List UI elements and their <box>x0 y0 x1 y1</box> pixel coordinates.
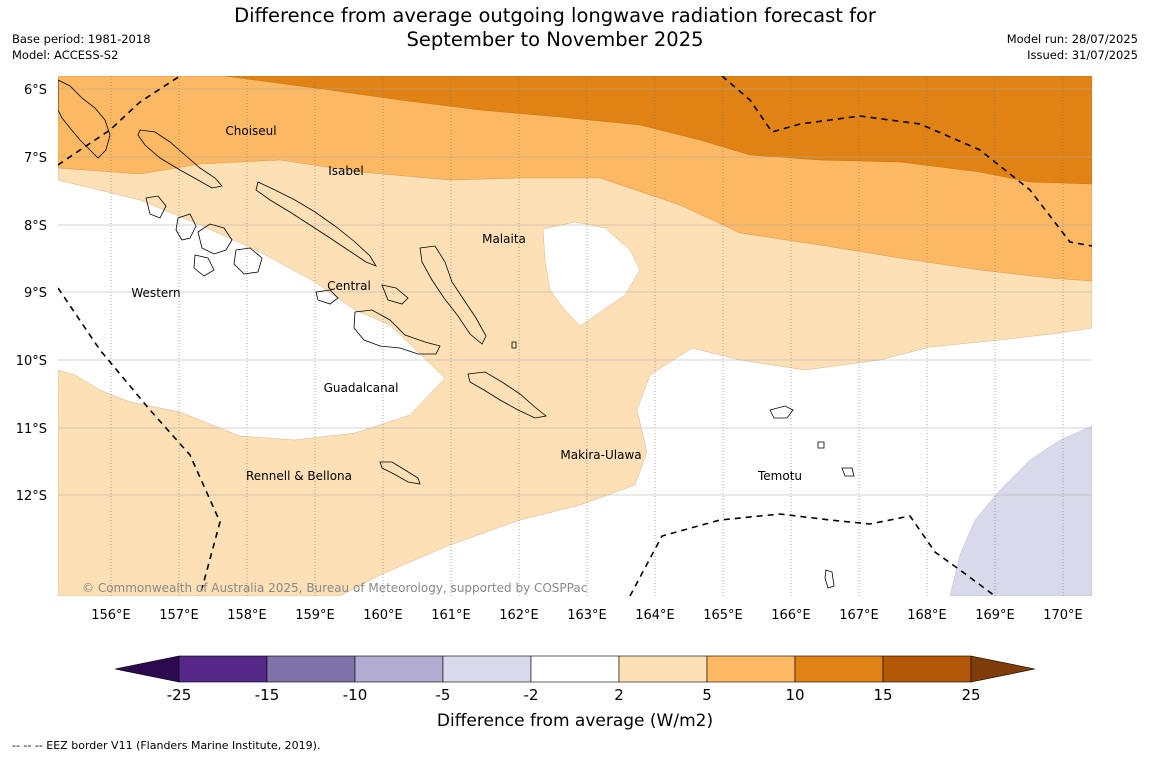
latitude-lines <box>58 88 1092 496</box>
lon-label: 157°E <box>159 608 199 623</box>
island-central <box>315 284 409 305</box>
lon-label: 168°E <box>907 608 947 623</box>
eez-border <box>58 76 1092 596</box>
island-small-1 <box>824 569 835 589</box>
lat-label: 12°S <box>16 489 47 504</box>
lon-label: 159°E <box>295 608 335 623</box>
issued-text: Issued: 31/07/2025 <box>1027 48 1138 62</box>
lon-label: 169°E <box>975 608 1015 623</box>
province-labels: Choiseul Isabel Malaita Western Central … <box>131 124 802 483</box>
colorbar-under-arrow <box>114 655 180 683</box>
colorbar-tick-label: 10 <box>785 686 804 704</box>
colorbar-tick-label: -2 <box>524 686 539 704</box>
base-period-text: Base period: 1981-2018 <box>12 32 151 46</box>
lat-label: 7°S <box>24 151 47 166</box>
island-new-georgia <box>145 195 263 277</box>
label-central: Central <box>327 279 371 293</box>
colorbar-tick-label: -10 <box>343 686 368 704</box>
island-temotu-2 <box>841 467 855 477</box>
latitude-labels: 6°S 7°S 8°S 9°S 10°S 11°S 12°S <box>16 83 47 504</box>
island-bougainville <box>58 79 111 159</box>
island-malaita <box>419 245 487 345</box>
longitude-labels: 156°E 157°E 158°E 159°E 160°E 161°E 162°… <box>91 608 1083 623</box>
island-temotu-1 <box>769 405 794 419</box>
colorbar-ticks: -25 -15 -10 -5 -2 2 5 10 15 25 <box>167 686 981 704</box>
lon-label: 160°E <box>363 608 403 623</box>
anomaly-band-neg5-neg2 <box>949 425 1092 596</box>
lon-label: 164°E <box>635 608 675 623</box>
label-malaita: Malaita <box>482 232 526 246</box>
meta-left: Base period: 1981-2018 Model: ACCESS-S2 <box>12 31 151 63</box>
copyright-notice: © Commonwealth of Australia 2025, Bureau… <box>82 581 587 595</box>
coastlines <box>58 79 855 589</box>
colorbar-tick-label: 25 <box>961 686 980 704</box>
lon-label: 161°E <box>431 608 471 623</box>
lon-label: 158°E <box>227 608 267 623</box>
colorbar-label: Difference from average (W/m2) <box>437 711 713 731</box>
meta-right: Model run: 28/07/2025 Issued: 31/07/2025 <box>1007 31 1138 63</box>
colorbar-bin <box>530 655 620 683</box>
colorbar-bin <box>354 655 444 683</box>
lat-label: 10°S <box>16 354 47 369</box>
lon-label: 167°E <box>839 608 879 623</box>
lon-label: 156°E <box>91 608 131 623</box>
colorbar-tick-label: 15 <box>873 686 892 704</box>
lat-label: 11°S <box>16 422 47 437</box>
lon-label: 170°E <box>1043 608 1083 623</box>
label-western: Western <box>131 286 180 300</box>
island-temotu-3 <box>817 441 825 449</box>
lat-label: 8°S <box>24 219 47 234</box>
island-small-2 <box>511 341 517 349</box>
colorbar-bin <box>618 655 708 683</box>
island-choiseul <box>137 129 223 189</box>
colorbar-bin <box>794 655 884 683</box>
label-temotu: Temotu <box>757 469 802 483</box>
olr-anomaly-field: Choiseul Isabel Malaita Western Central … <box>58 76 1092 596</box>
label-makira-ulawa: Makira-Ulawa <box>560 448 641 462</box>
colorbar-bin <box>882 655 972 683</box>
island-guadalcanal <box>353 309 441 355</box>
title-line-2: September to November 2025 <box>406 28 704 51</box>
colorbar-tick-label: -25 <box>167 686 192 704</box>
label-isabel: Isabel <box>328 164 363 178</box>
colorbar-bin <box>266 655 356 683</box>
colorbar-bin <box>442 655 532 683</box>
colorbar-tick-label: -5 <box>436 686 451 704</box>
label-rennell-bellona: Rennell & Bellona <box>246 469 352 483</box>
lat-label: 9°S <box>24 286 47 301</box>
title-line-1: Difference from average outgoing longwav… <box>234 4 876 27</box>
colorbar-over-arrow <box>970 655 1036 683</box>
colorbar-bin <box>706 655 796 683</box>
eez-legend-note: -- -- -- EEZ border V11 (Flanders Marine… <box>12 739 321 752</box>
lon-label: 166°E <box>771 608 811 623</box>
model-run-text: Model run: 28/07/2025 <box>1006 32 1138 46</box>
lat-label: 6°S <box>24 83 47 98</box>
anomaly-pocket-neutral <box>542 221 641 327</box>
model-text: Model: ACCESS-S2 <box>12 48 119 62</box>
colorbar-tick-label: -15 <box>255 686 280 704</box>
lon-label: 165°E <box>703 608 743 623</box>
lon-label: 163°E <box>567 608 607 623</box>
colorbar: -25 -15 -10 -5 -2 2 5 10 15 25 Differenc… <box>114 655 1036 731</box>
chart-title: Difference from average outgoing longwav… <box>180 4 930 52</box>
island-makira <box>467 371 547 419</box>
lon-label: 162°E <box>499 608 539 623</box>
island-isabel <box>255 181 377 267</box>
island-rennell <box>379 461 421 485</box>
colorbar-bin <box>178 655 268 683</box>
label-guadalcanal: Guadalcanal <box>324 381 399 395</box>
colorbar-tick-label: 5 <box>702 686 712 704</box>
label-choiseul: Choiseul <box>225 124 276 138</box>
colorbar-tick-label: 2 <box>614 686 624 704</box>
